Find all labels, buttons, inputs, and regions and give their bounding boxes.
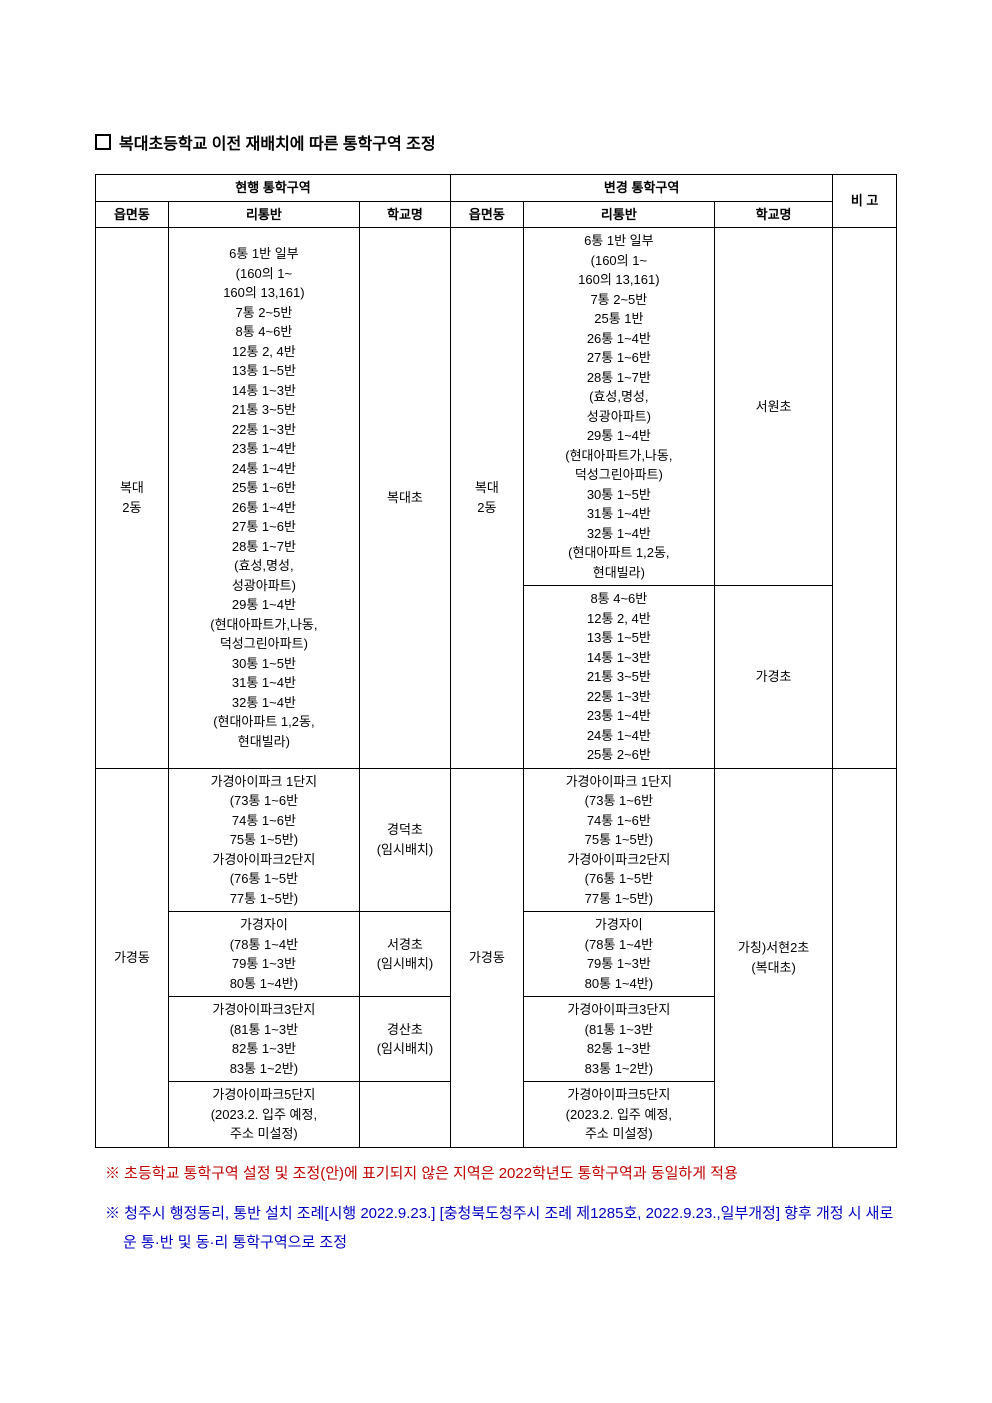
cell-school-cur: 서경초 (임시배치) [359, 912, 450, 997]
district-table: 현행 통학구역 변경 통학구역 비 고 읍면동 리통반 학교명 읍면동 리통반 … [95, 174, 897, 1148]
header-changed: 변경 통학구역 [450, 175, 832, 202]
header-eup-chg: 읍면동 [450, 201, 523, 228]
cell-li-chg: 8통 4~6반 12통 2, 4반 13통 1~5반 14통 1~3반 21통 … [523, 586, 714, 769]
title-box-icon [95, 134, 111, 150]
cell-school-cur: 경덕초 (임시배치) [359, 768, 450, 912]
title-text: 복대초등학교 이전 재배치에 따른 통학구역 조정 [119, 130, 436, 154]
cell-li-cur: 가경아이파크3단지 (81통 1~3반 82통 1~3반 83통 1~2반) [168, 997, 359, 1082]
note-red: ※ 초등학교 통학구역 설정 및 조정(안)에 표기되지 않은 지역은 2022… [113, 1160, 897, 1189]
header-school-chg: 학교명 [714, 201, 832, 228]
cell-school-chg: 서원초 [714, 228, 832, 586]
header-li-chg: 리통반 [523, 201, 714, 228]
cell-li-chg: 6통 1반 일부 (160의 1~ 160의 13,161) 7통 2~5반 2… [523, 228, 714, 586]
table-row: 가경동 가경아이파크 1단지 (73통 1~6반 74통 1~6반 75통 1~… [96, 768, 897, 912]
cell-li-chg: 가경아이파크5단지 (2023.2. 입주 예정, 주소 미설정) [523, 1082, 714, 1148]
cell-li-cur: 가경아이파크5단지 (2023.2. 입주 예정, 주소 미설정) [168, 1082, 359, 1148]
cell-eup-chg: 가경동 [450, 768, 523, 1147]
cell-school-cur: 복대초 [359, 228, 450, 769]
cell-school-cur: 경산초 (임시배치) [359, 997, 450, 1082]
cell-li-cur: 가경아이파크 1단지 (73통 1~6반 74통 1~6반 75통 1~5반) … [168, 768, 359, 912]
cell-school-cur [359, 1082, 450, 1148]
cell-li-chg: 가경자이 (78통 1~4반 79통 1~3반 80통 1~4반) [523, 912, 714, 997]
cell-li-chg: 가경아이파크3단지 (81통 1~3반 82통 1~3반 83통 1~2반) [523, 997, 714, 1082]
header-school-cur: 학교명 [359, 201, 450, 228]
cell-li-cur: 가경자이 (78통 1~4반 79통 1~3반 80통 1~4반) [168, 912, 359, 997]
header-eup-cur: 읍면동 [96, 201, 169, 228]
note-blue: ※ 청주시 행정동리, 통반 설치 조례[시행 2022.9.23.] [충청북… [113, 1200, 897, 1257]
cell-li-chg: 가경아이파크 1단지 (73통 1~6반 74통 1~6반 75통 1~5반) … [523, 768, 714, 912]
cell-remark [833, 768, 897, 1147]
header-remark: 비 고 [833, 175, 897, 228]
cell-school-chg: 가칭)서현2초 (복대초) [714, 768, 832, 1147]
cell-eup-chg: 복대 2동 [450, 228, 523, 769]
cell-eup-cur: 복대 2동 [96, 228, 169, 769]
header-current: 현행 통학구역 [96, 175, 451, 202]
cell-remark [833, 228, 897, 769]
cell-eup-cur: 가경동 [96, 768, 169, 1147]
table-row: 복대 2동 6통 1반 일부 (160의 1~ 160의 13,161) 7통 … [96, 228, 897, 586]
document-title: 복대초등학교 이전 재배치에 따른 통학구역 조정 [95, 130, 897, 154]
cell-school-chg: 가경초 [714, 586, 832, 769]
header-li-cur: 리통반 [168, 201, 359, 228]
cell-li-cur: 6통 1반 일부 (160의 1~ 160의 13,161) 7통 2~5반 8… [168, 228, 359, 769]
